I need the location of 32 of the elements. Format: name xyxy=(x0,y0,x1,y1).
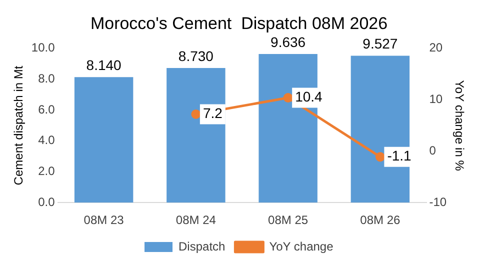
data-label: 8.140 xyxy=(86,56,122,73)
x-tick-label: 08M 23 xyxy=(84,213,124,228)
point xyxy=(191,109,201,119)
point xyxy=(375,152,385,162)
y2-tick-label: 10 xyxy=(429,92,443,106)
data-label: 9.527 xyxy=(362,36,398,52)
bar xyxy=(166,68,226,203)
y2-tick-label: -10 xyxy=(429,194,447,209)
data-label: 7.2 xyxy=(202,105,223,122)
x-tick-label: 08M 24 xyxy=(176,213,216,228)
data-label: -1.1 xyxy=(387,148,412,164)
y-tick-label: 6.0 xyxy=(38,102,56,116)
data-label: 10.4 xyxy=(295,88,323,105)
bar xyxy=(74,77,134,203)
y-tick-label: 10.0 xyxy=(31,40,56,55)
legend-label: Dispatch xyxy=(178,239,226,254)
y-tick-label: 4.0 xyxy=(38,133,56,148)
y-tick-label: 8.0 xyxy=(38,72,56,86)
y-tick-label: 2.0 xyxy=(38,164,56,178)
y2-tick-label: 20 xyxy=(429,40,443,55)
point xyxy=(283,92,293,102)
x-tick-label: 08M 25 xyxy=(268,213,308,228)
chart-title: Morocco's Cement Dispatch 08M 2026 xyxy=(90,14,388,33)
y2-axis-title: YoY change in % xyxy=(452,80,466,172)
bar xyxy=(350,56,410,203)
legend-label: YoY change xyxy=(269,239,334,254)
x-tick-label: 08M 26 xyxy=(360,213,401,228)
data-label: 8.730 xyxy=(178,48,214,64)
data-label: 9.636 xyxy=(270,34,306,50)
y-tick-label: 0.0 xyxy=(38,194,56,209)
y-axis-title: Cement dispatch in Mt xyxy=(12,65,26,186)
y2-tick-label: 0 xyxy=(429,144,436,158)
